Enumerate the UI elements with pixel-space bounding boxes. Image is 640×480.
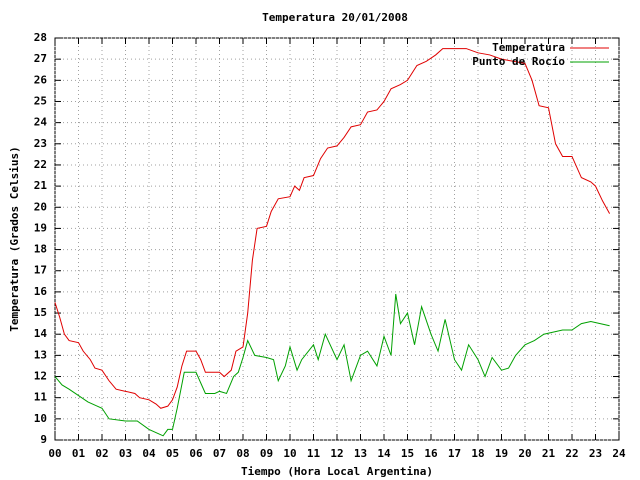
y-tick-label: 18: [34, 243, 47, 256]
x-tick-label: 08: [236, 447, 249, 460]
y-tick-label: 15: [34, 306, 47, 319]
x-tick-label: 17: [448, 447, 461, 460]
y-axis-label: Temperatura (Grados Celsius): [8, 146, 21, 331]
x-tick-label: 22: [565, 447, 578, 460]
y-tick-label: 16: [34, 285, 48, 298]
y-tick-label: 20: [34, 200, 47, 213]
x-axis-label: Tiempo (Hora Local Argentina): [241, 465, 433, 478]
x-tick-label: 16: [424, 447, 438, 460]
x-tick-label: 23: [589, 447, 602, 460]
y-tick-label: 11: [34, 391, 48, 404]
legend-label: Temperatura: [492, 41, 565, 54]
y-tick-label: 23: [34, 137, 47, 150]
y-tick-label: 14: [34, 327, 48, 340]
legend-label: Punto de Rocío: [472, 55, 565, 68]
x-tick-label: 15: [401, 447, 414, 460]
y-tick-label: 12: [34, 370, 47, 383]
y-tick-label: 21: [34, 179, 48, 192]
y-tick-label: 22: [34, 158, 47, 171]
y-tick-label: 26: [34, 73, 48, 86]
y-tick-label: 28: [34, 31, 47, 44]
x-tick-label: 20: [518, 447, 531, 460]
y-tick-label: 24: [34, 116, 48, 129]
x-tick-label: 24: [612, 447, 626, 460]
x-tick-label: 01: [72, 447, 86, 460]
x-tick-label: 06: [189, 447, 203, 460]
y-tick-label: 17: [34, 264, 47, 277]
series-line: [54, 293, 610, 437]
x-tick-label: 13: [354, 447, 367, 460]
x-tick-label: 21: [542, 447, 556, 460]
x-tick-label: 10: [283, 447, 296, 460]
x-tick-label: 07: [213, 447, 226, 460]
y-tick-label: 27: [34, 52, 47, 65]
chart-title: Temperatura 20/01/2008: [262, 11, 408, 24]
y-tick-label: 25: [34, 94, 47, 107]
series-line: [54, 48, 611, 409]
y-tick-label: 19: [34, 221, 47, 234]
y-tick-label: 10: [34, 412, 47, 425]
x-tick-label: 05: [166, 447, 179, 460]
x-tick-label: 19: [495, 447, 508, 460]
x-tick-label: 12: [330, 447, 343, 460]
y-tick-label: 13: [34, 348, 47, 361]
x-tick-label: 04: [142, 447, 156, 460]
x-tick-label: 09: [260, 447, 273, 460]
x-tick-label: 14: [377, 447, 391, 460]
x-tick-label: 18: [471, 447, 484, 460]
x-tick-label: 00: [48, 447, 61, 460]
x-tick-label: 11: [307, 447, 321, 460]
x-tick-label: 02: [95, 447, 108, 460]
x-tick-label: 03: [119, 447, 132, 460]
y-tick-label: 9: [40, 433, 47, 446]
